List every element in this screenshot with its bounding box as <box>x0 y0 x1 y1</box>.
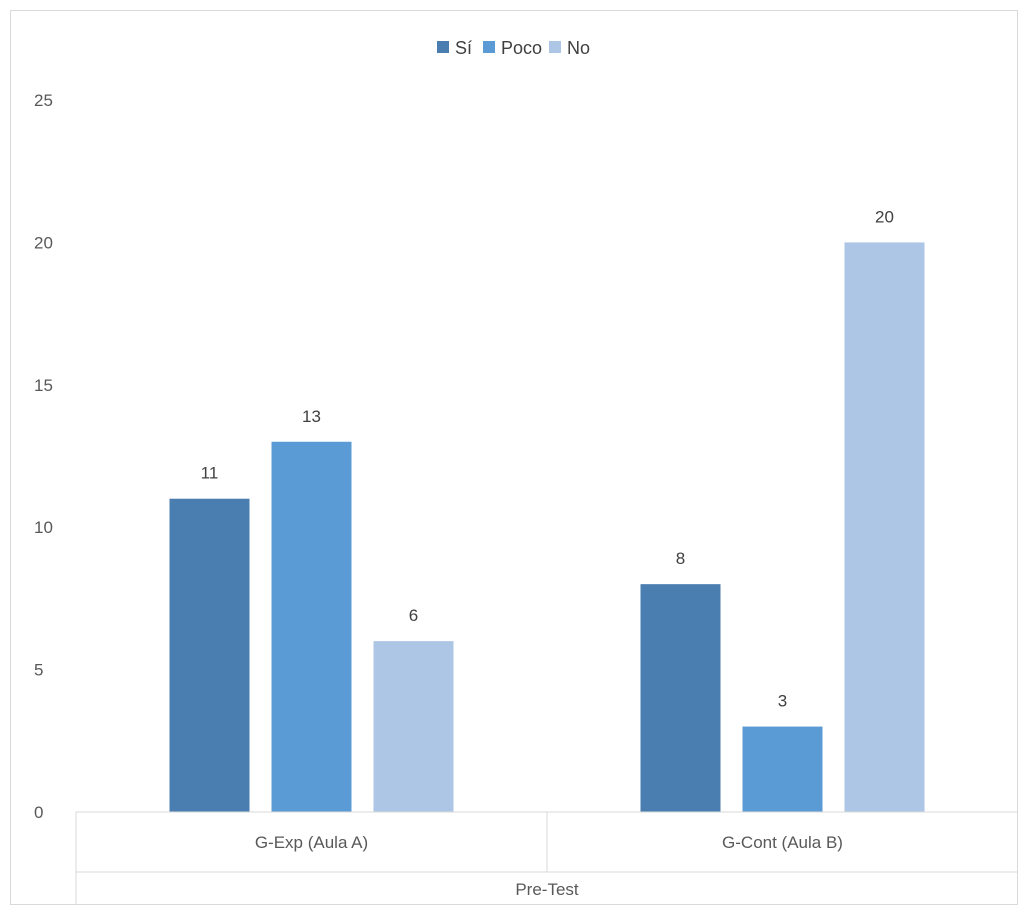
legend-swatch-poco <box>483 41 495 53</box>
bars <box>169 242 925 812</box>
legend: Sí Poco No <box>437 38 590 58</box>
legend-swatch-s <box>437 41 449 53</box>
data-label: 13 <box>302 407 321 426</box>
data-label: 8 <box>676 549 685 568</box>
legend-label-no: No <box>567 38 590 58</box>
x-group-label: Pre-Test <box>515 880 579 899</box>
legend-label-poco: Poco <box>501 38 542 58</box>
chart-frame <box>10 10 1018 905</box>
y-tick-label: 15 <box>34 376 53 395</box>
bar-s-1 <box>169 498 250 812</box>
y-tick-label: 5 <box>34 661 43 680</box>
legend-swatch-no <box>549 41 561 53</box>
bar-no-1 <box>373 641 454 812</box>
data-label: 11 <box>201 464 219 483</box>
y-tick-label: 10 <box>34 518 53 537</box>
x-tick-label: G-Exp (Aula A) <box>255 833 368 852</box>
legend-label-s: Sí <box>455 38 472 58</box>
data-labels: 11 13 6 8 3 20 <box>201 207 894 710</box>
bar-s-2 <box>640 584 721 812</box>
bar-poco-1 <box>271 441 352 812</box>
y-axis-ticks: 0 5 10 15 20 25 <box>34 91 53 822</box>
y-tick-label: 25 <box>34 91 53 110</box>
data-label: 3 <box>778 692 787 711</box>
x-axis: G-Exp (Aula A) G-Cont (Aula B) Pre-Test <box>75 811 1018 905</box>
y-tick-label: 20 <box>34 233 53 252</box>
data-label: 20 <box>875 207 894 226</box>
y-tick-label: 0 <box>34 803 43 822</box>
data-label: 6 <box>409 606 418 625</box>
bar-no-2 <box>844 242 925 812</box>
x-tick-label: G-Cont (Aula B) <box>722 833 843 852</box>
bar-poco-2 <box>742 726 823 812</box>
